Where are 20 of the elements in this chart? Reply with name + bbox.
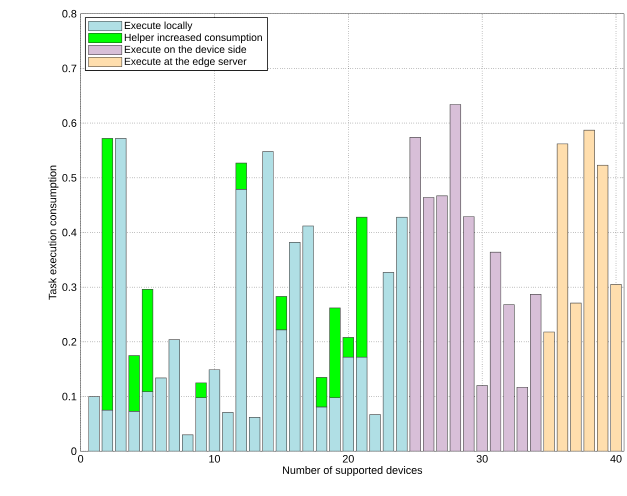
legend-label: Execute on the device side — [124, 45, 246, 53]
legend-label: Execute at the edge server — [124, 57, 246, 67]
y-tick-label: 0.8 — [62, 10, 76, 18]
y-tick-label: 0 — [71, 447, 76, 455]
y-tick-label: 0.5 — [62, 174, 76, 182]
y-tick-label: 0.4 — [62, 228, 77, 236]
x-tick-label: 10 — [209, 454, 220, 462]
y-tick-label: 0.6 — [62, 119, 76, 127]
y-tick-label: 0.1 — [62, 392, 76, 400]
x-tick-label: 0 — [78, 454, 84, 462]
x-tick-label: 30 — [476, 454, 488, 462]
y-axis-title: Task execution consumption — [48, 166, 58, 300]
x-tick-label: 40 — [610, 454, 622, 462]
x-axis-title: Number of supported devices — [283, 466, 422, 476]
legend-label: Helper increased consumption — [124, 33, 262, 43]
y-tick-label: 0.2 — [62, 338, 76, 346]
y-tick-label: 0.7 — [62, 64, 76, 72]
x-tick-label: 20 — [342, 454, 354, 462]
y-tick-label: 0.3 — [62, 283, 76, 291]
legend-label: Execute locally — [124, 21, 192, 31]
